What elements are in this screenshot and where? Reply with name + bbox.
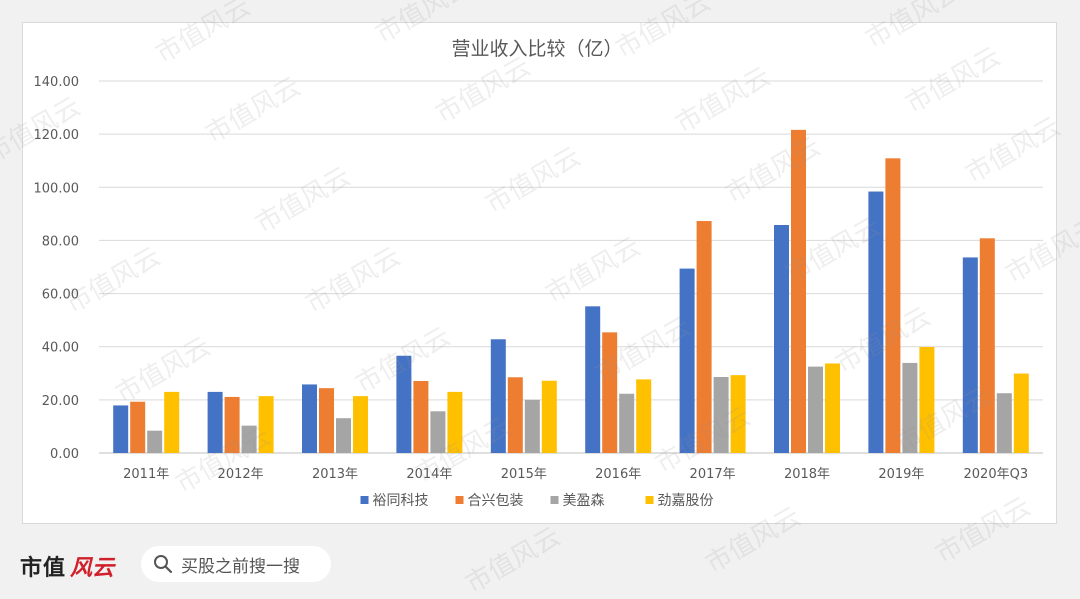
x-tick-label: 2019年: [878, 467, 924, 482]
x-tick-label: 2017年: [690, 467, 736, 482]
x-tick-label: 2012年: [218, 467, 264, 482]
legend: 裕同科技 合兴包装 美盈森 劲嘉股份: [360, 493, 714, 509]
bar-4-8: [825, 363, 840, 453]
x-axis-ticks: 2011年 2012年 2013年 2014年 2015年 2016年 2017年 2018年…: [123, 467, 1028, 482]
y-tick-label: 20.00: [42, 394, 79, 409]
bar-1-5: [490, 339, 506, 453]
bar-3-10: [996, 393, 1012, 453]
bar-4-9: [919, 346, 935, 453]
bar-1-10: [962, 257, 978, 453]
bar-4-3: [353, 396, 368, 453]
brand-text: 市值: [20, 556, 67, 581]
bar-1-8: [774, 225, 789, 453]
bar-4-4: [447, 391, 463, 453]
bar-2-9: [885, 158, 901, 453]
bar-1-9: [868, 191, 884, 453]
bar-3-5: [524, 399, 540, 453]
legend-label-3: 美盈森: [563, 493, 605, 509]
bar-2-1: [130, 401, 146, 453]
x-tick-label: 2011年: [123, 467, 169, 482]
bar-3-4: [430, 411, 446, 453]
x-tick-label: 2015年: [501, 467, 547, 482]
footer: 市值 风云 买股之前搜一搜: [0, 530, 1080, 599]
legend-label-2: 合兴包装: [468, 493, 524, 509]
search-placeholder[interactable]: 买股之前搜一搜: [181, 556, 300, 577]
bar-3-3: [336, 418, 351, 453]
bar-1-6: [585, 306, 601, 453]
bar-4-10: [1013, 373, 1029, 453]
bar-3-2: [241, 425, 257, 453]
legend-swatch-1: [360, 496, 369, 504]
grid-lines: [99, 80, 1043, 454]
bar-2-6: [602, 332, 618, 453]
legend-label-1: 裕同科技: [373, 493, 429, 509]
bar-1-1: [113, 405, 129, 453]
y-tick-label: 100.00: [34, 181, 80, 196]
bar-2-10: [979, 238, 995, 453]
legend-label-4: 劲嘉股份: [658, 493, 714, 509]
bar-2-7: [696, 221, 712, 453]
bar-4-6: [636, 379, 652, 453]
legend-swatch-4: [645, 496, 654, 504]
bar-4-7: [730, 375, 746, 453]
legend-swatch-2: [455, 496, 464, 504]
x-tick-label: 2013年: [312, 467, 358, 482]
x-tick-label: 2016年: [595, 467, 641, 482]
y-tick-label: 60.00: [42, 288, 79, 303]
bar-3-9: [902, 362, 918, 453]
bar-2-5: [507, 377, 523, 453]
brand-script: 风云: [70, 555, 115, 581]
x-tick-label: 2018年: [784, 467, 830, 482]
bar-1-4: [396, 355, 412, 453]
search-icon: [153, 554, 173, 574]
chart-title: 营业收入比较（亿）: [451, 38, 622, 60]
bar-3-6: [619, 393, 635, 453]
bar-2-2: [224, 396, 240, 453]
y-tick-label: 140.00: [34, 75, 80, 90]
bar-1-3: [302, 384, 317, 453]
bar-2-3: [319, 388, 334, 453]
y-tick-label: 120.00: [34, 128, 80, 143]
y-tick-label: 40.00: [42, 341, 79, 356]
y-axis-ticks: 0.00 20.00 40.00 60.00 80.00 100.00 120.00 140.…: [34, 75, 80, 462]
brand-logo: 市值 风云: [20, 550, 114, 582]
bar-4-2: [258, 396, 274, 453]
bar-3-8: [808, 366, 823, 453]
x-tick-label: 2020年Q3: [964, 467, 1029, 482]
bar-1-7: [679, 268, 695, 453]
bar-2-8: [791, 129, 806, 453]
bar-1-2: [207, 391, 223, 453]
x-tick-label: 2014年: [406, 467, 452, 482]
search-box[interactable]: 买股之前搜一搜: [141, 546, 331, 582]
bar-2-4: [413, 380, 429, 453]
bar-3-7: [713, 377, 729, 453]
legend-swatch-3: [550, 496, 559, 504]
bar-4-1: [164, 391, 180, 453]
bar-3-1: [147, 430, 163, 453]
chart-card: 营业收入比较（亿） 0.00 20.00 40.00 60.00 80.00 100.00…: [22, 22, 1057, 524]
bar-4-5: [541, 380, 557, 453]
revenue-bar-chart: 营业收入比较（亿） 0.00 20.00 40.00 60.00 80.00 100.00…: [34, 38, 1043, 509]
bars: [113, 129, 1029, 453]
y-tick-label: 0.00: [50, 447, 79, 462]
y-tick-label: 80.00: [42, 234, 79, 249]
